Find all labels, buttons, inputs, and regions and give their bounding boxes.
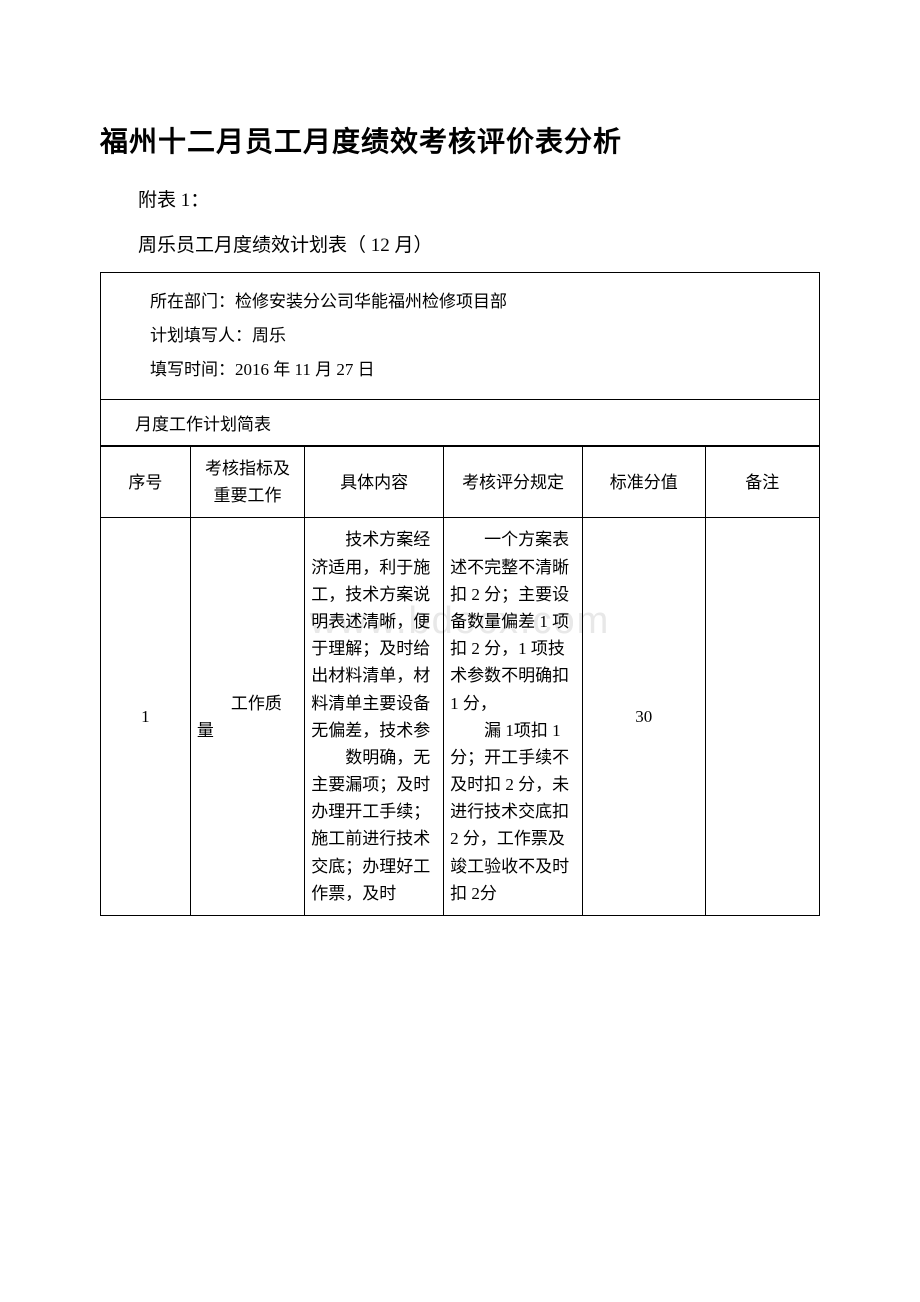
header-rule: 考核评分规定 [444,447,583,518]
info-table: 所在部门：检修安装分公司华能福州检修项目部 计划填写人：周乐 填写时间：2016… [100,272,820,400]
plan-table: 序号 考核指标及重要工作 具体内容 考核评分规定 标准分值 备注 1 工作质量 … [100,446,820,916]
table-row: 1 工作质量 技术方案经济适用，利于施工，技术方案说明表述清晰，便于理解；及时给… [101,518,820,916]
cell-indicator: 工作质量 [190,518,304,916]
plan-title: 周乐员工月度绩效计划表（ 12 月） [100,230,820,257]
header-indicator: 考核指标及重要工作 [190,447,304,518]
table-body: 1 工作质量 技术方案经济适用，利于施工，技术方案说明表述清晰，便于理解；及时给… [101,518,820,916]
page-title: 福州十二月员工月度绩效考核评价表分析 [100,120,820,160]
section-label: 月度工作计划简表 [100,400,820,446]
table-header-row: 序号 考核指标及重要工作 具体内容 考核评分规定 标准分值 备注 [101,447,820,518]
header-remark: 备注 [705,447,819,518]
info-cell: 所在部门：检修安装分公司华能福州检修项目部 计划填写人：周乐 填写时间：2016… [101,273,820,400]
header-content: 具体内容 [305,447,444,518]
date-row: 填写时间：2016 年 11 月 27 日 [116,353,804,387]
filler-row: 计划填写人：周乐 [116,319,804,353]
cell-remark [705,518,819,916]
header-score: 标准分值 [583,447,706,518]
cell-content: 技术方案经济适用，利于施工，技术方案说明表述清晰，便于理解；及时给出材料清单，材… [305,518,444,916]
attachment-label: 附表 1： [100,185,820,212]
department-row: 所在部门：检修安装分公司华能福州检修项目部 [116,285,804,319]
header-seq: 序号 [101,447,191,518]
document-content: 福州十二月员工月度绩效考核评价表分析 附表 1： 周乐员工月度绩效计划表（ 12… [100,120,820,916]
cell-seq: 1 [101,518,191,916]
cell-rule: 一个方案表述不完整不清晰扣 2 分；主要设备数量偏差 1 项扣 2 分，1 项技… [444,518,583,916]
cell-score: 30 [583,518,706,916]
